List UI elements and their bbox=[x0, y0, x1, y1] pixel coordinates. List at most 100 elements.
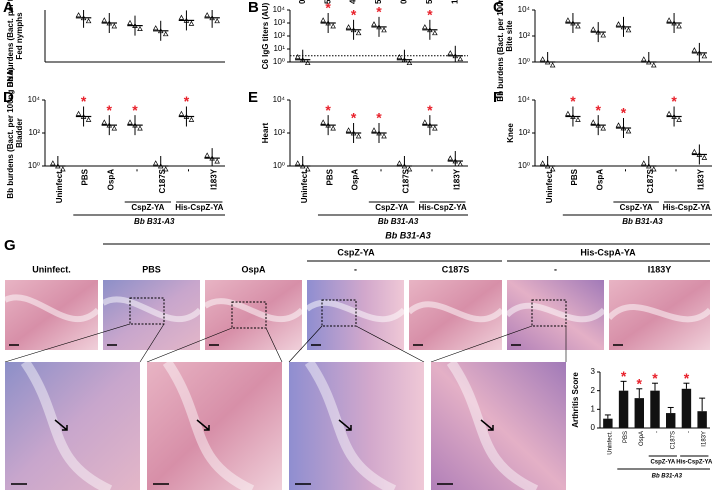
dot bbox=[401, 56, 408, 63]
column-label: C187S bbox=[442, 264, 470, 274]
dot bbox=[691, 47, 698, 53]
dot bbox=[691, 148, 698, 154]
histology-zoom bbox=[147, 362, 282, 490]
tissue-texture bbox=[406, 301, 505, 323]
y-axis-label: Bb burdens (Bact. per 100ng DNA) bbox=[496, 0, 505, 102]
x-tick-label: - bbox=[376, 169, 385, 172]
x-tick-label: Uninfect. bbox=[545, 169, 554, 203]
dot bbox=[320, 119, 326, 125]
dot bbox=[188, 116, 195, 122]
y-tick-label: 10² bbox=[273, 31, 285, 40]
panel-letter: D bbox=[3, 89, 14, 106]
dot bbox=[457, 161, 464, 167]
dot bbox=[162, 31, 169, 37]
dot bbox=[214, 158, 220, 164]
significance-star: * bbox=[684, 370, 690, 386]
panel-letter: A bbox=[3, 0, 14, 16]
significance-star: * bbox=[351, 7, 357, 23]
dot bbox=[132, 22, 138, 28]
x-tick-label: C187S bbox=[158, 168, 167, 193]
dot bbox=[209, 155, 215, 161]
dot bbox=[600, 32, 607, 38]
y-tick-label: 10¹ bbox=[273, 44, 285, 53]
dot bbox=[595, 122, 602, 128]
dot bbox=[85, 116, 92, 122]
fraction-label: 5/5 bbox=[323, 0, 332, 4]
tissue-texture bbox=[304, 359, 397, 495]
x-tick-label: C187S bbox=[646, 168, 655, 193]
strain-label: Bb B31-A3 bbox=[622, 217, 663, 226]
dot bbox=[575, 116, 581, 122]
zoom-line bbox=[146, 327, 233, 363]
bar bbox=[603, 418, 613, 428]
dot bbox=[101, 119, 108, 125]
dot bbox=[452, 158, 459, 164]
dot bbox=[188, 20, 195, 26]
arrow bbox=[338, 419, 352, 431]
significance-star: * bbox=[570, 93, 576, 109]
dot bbox=[615, 122, 622, 128]
dot bbox=[178, 14, 185, 20]
dot bbox=[355, 30, 362, 36]
significance-star: * bbox=[376, 4, 382, 20]
bar bbox=[697, 411, 707, 428]
dot bbox=[75, 12, 82, 18]
strain-label: Bb B31-A3 bbox=[134, 217, 175, 226]
x-tick-label: PBS bbox=[81, 168, 90, 185]
zoom-line bbox=[288, 325, 323, 363]
bar bbox=[681, 388, 692, 428]
dot bbox=[132, 122, 138, 128]
dot bbox=[650, 62, 657, 68]
dot bbox=[345, 24, 352, 30]
dot bbox=[447, 50, 454, 56]
y-axis-label: Bladder bbox=[15, 118, 24, 148]
dot bbox=[666, 17, 672, 23]
x-tick-label: I183Y bbox=[209, 168, 218, 190]
x-tick-label: PBS bbox=[325, 168, 334, 185]
column-label: I183Y bbox=[648, 264, 672, 274]
dot bbox=[304, 166, 311, 172]
y-axis-label: Fed nymphs bbox=[15, 12, 24, 60]
dot bbox=[401, 163, 408, 169]
y-tick-label: 10⁴ bbox=[518, 5, 531, 14]
dot bbox=[549, 62, 556, 68]
dot bbox=[650, 166, 657, 172]
group-label: CspZ-YA bbox=[620, 203, 653, 212]
dot bbox=[671, 20, 677, 26]
dot bbox=[620, 24, 627, 30]
dot bbox=[549, 166, 556, 172]
zoom-line bbox=[265, 327, 283, 363]
group-label: CspZ-YA bbox=[131, 203, 164, 212]
significance-star: * bbox=[325, 102, 331, 118]
group-label: His-CspZ-YA bbox=[175, 203, 223, 212]
y-axis-label: C6 IgG titers (AU) bbox=[261, 2, 270, 69]
dot bbox=[101, 17, 108, 23]
dot bbox=[80, 113, 87, 119]
histology-image bbox=[5, 280, 98, 350]
y-tick-label: 10⁴ bbox=[273, 95, 286, 104]
tissue-texture bbox=[504, 302, 607, 323]
dot bbox=[432, 125, 438, 131]
group-label: CspZ-YA bbox=[650, 460, 675, 466]
y-tick-label: 10⁴ bbox=[28, 95, 41, 104]
y-tick-label: 10⁴ bbox=[273, 5, 286, 14]
histology-zoom bbox=[5, 362, 140, 490]
dot bbox=[406, 166, 413, 172]
dot bbox=[406, 59, 413, 66]
y-tick-label: 10³ bbox=[273, 18, 285, 27]
bar bbox=[650, 390, 660, 428]
bar bbox=[666, 413, 676, 428]
dot bbox=[575, 23, 581, 29]
strain-label: Bb B31-A3 bbox=[652, 474, 683, 480]
significance-star: * bbox=[132, 102, 138, 118]
x-tick-label: - bbox=[671, 169, 680, 172]
dot bbox=[137, 125, 143, 131]
x-tick-label: I183Y bbox=[696, 168, 705, 190]
group-label: His-CspZ-YA bbox=[676, 460, 713, 466]
zoom-box bbox=[321, 299, 357, 327]
x-tick-label: - bbox=[655, 431, 661, 433]
column-label: - bbox=[554, 264, 557, 274]
dot bbox=[595, 29, 602, 35]
dot bbox=[178, 110, 185, 116]
bar bbox=[618, 390, 629, 428]
